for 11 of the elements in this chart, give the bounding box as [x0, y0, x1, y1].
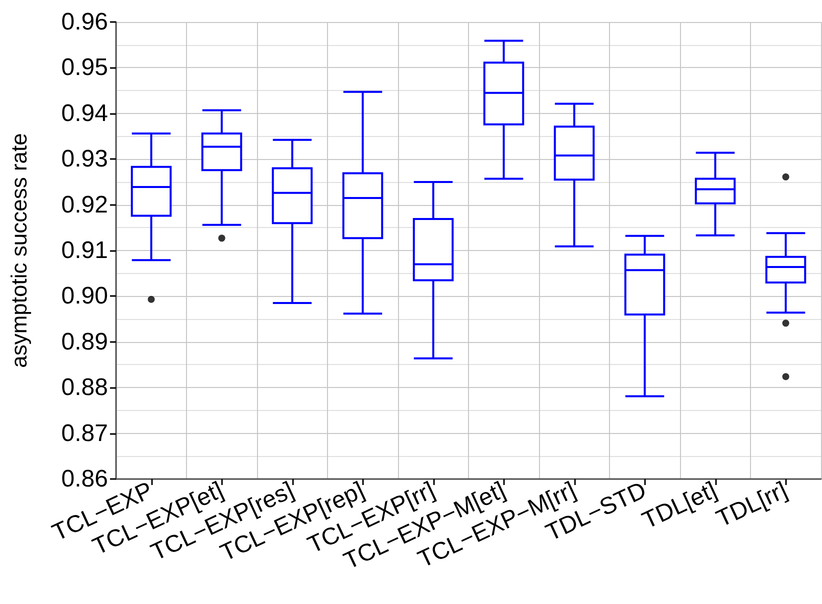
y-tick-label: 0.93 [61, 146, 108, 173]
y-tick-label: 0.89 [61, 328, 108, 356]
y-tick-label: 0.90 [61, 282, 108, 310]
y-tick-label: 0.92 [61, 191, 108, 218]
y-tick-label: 0.96 [61, 8, 108, 36]
y-tick-label: 0.88 [61, 374, 108, 402]
y-tick-label: 0.95 [61, 54, 108, 82]
y-tick-label: 0.94 [61, 100, 108, 127]
y-tick-label: 0.87 [61, 420, 108, 447]
y-tick-label: 0.91 [61, 237, 108, 264]
y-axis-title: asymptotic success rate [6, 133, 32, 368]
